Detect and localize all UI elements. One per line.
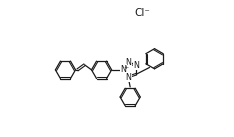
Text: N: N (125, 73, 131, 82)
Text: N: N (120, 65, 126, 74)
Text: N: N (133, 61, 139, 70)
Text: Cl⁻: Cl⁻ (134, 8, 150, 18)
Text: +: + (123, 65, 128, 69)
Text: N: N (125, 58, 131, 67)
